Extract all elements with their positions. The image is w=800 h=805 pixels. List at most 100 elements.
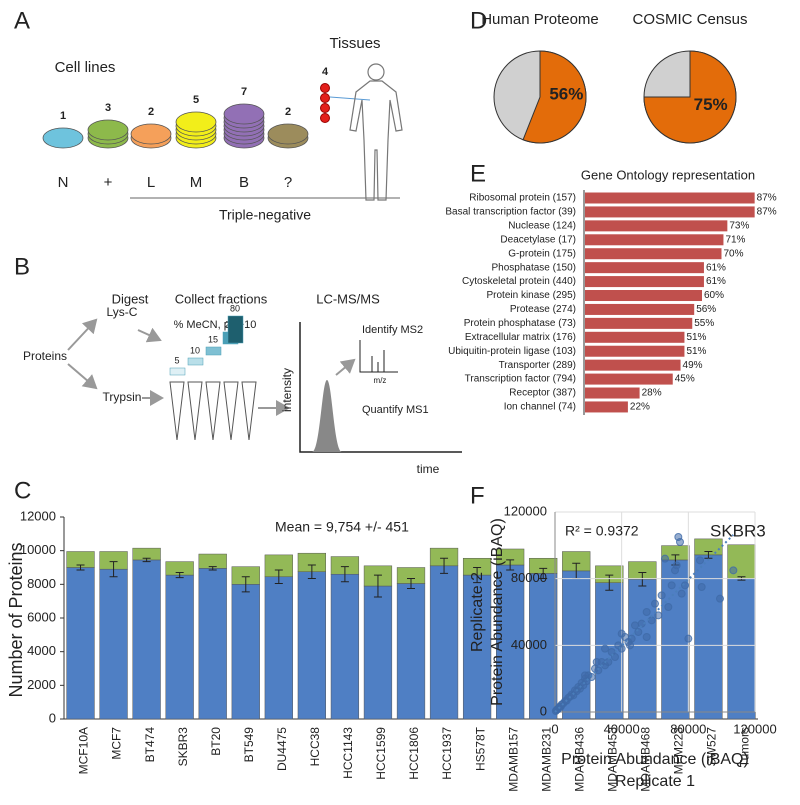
pie-value-label: 75% (694, 95, 728, 114)
point (592, 658, 601, 666)
bar (585, 401, 628, 413)
fraction-box (227, 315, 244, 344)
fraction-box (187, 357, 204, 366)
annotation: R² = 0.9372 (565, 523, 639, 539)
input-label: Proteins (23, 349, 67, 363)
y-tick-label: Cytoskeletal protein (440) (462, 276, 576, 287)
fraction-label: 10 (190, 345, 200, 355)
enzyme-label: Lys-C (107, 305, 138, 319)
cell-lines-title: Cell lines (55, 59, 116, 76)
point (642, 633, 651, 641)
y-axis-label: Protein Abundance (iBAQ) (489, 518, 506, 706)
bar (585, 206, 755, 218)
pie-title: Human Proteome (481, 11, 599, 28)
bar (585, 276, 704, 288)
bar-segment (429, 565, 459, 720)
x-tick-label: BT549 (242, 727, 256, 763)
annotation: SKBR3 (710, 521, 766, 540)
tissue-dot (320, 93, 330, 103)
x-tick-label: MCF10A (77, 727, 91, 774)
bracket-label: Triple-negative (219, 207, 311, 223)
y-tick-label: 0 (540, 703, 547, 718)
y-tick-label: Ubiquitin-protein ligase (103) (448, 346, 576, 357)
tissue-dot (320, 103, 330, 113)
value-label: 28% (642, 388, 662, 399)
pie-slice (643, 50, 737, 144)
bar-segment (132, 559, 161, 720)
error-bar (440, 557, 449, 574)
x-tick-label: 40000 (604, 721, 640, 736)
dish-label: M (190, 174, 203, 191)
fraction-note: % MeCN, pH~10 (174, 319, 257, 331)
point (627, 634, 636, 643)
dish-count: 5 (193, 94, 199, 106)
error-bar (307, 564, 316, 579)
point (697, 583, 706, 591)
y-tick-label: 2000 (27, 677, 56, 692)
error-bar (605, 574, 614, 591)
dish (42, 127, 84, 149)
y-tick-label: Ribosomal protein (157) (469, 193, 576, 204)
value-label: 56% (696, 304, 716, 315)
bar-segment (231, 584, 260, 720)
point (672, 561, 681, 570)
step-label: LC-MS/MS (316, 291, 380, 306)
x-tick-label: HCC1937 (440, 727, 454, 780)
x-tick-label: SKBR3 (176, 727, 190, 767)
bar (585, 345, 685, 357)
bar-segment (66, 567, 95, 720)
axis-label: m/z (374, 376, 387, 385)
x-tick-label: SW527 (705, 727, 719, 767)
x-tick-label: BT474 (143, 727, 157, 763)
dish-count: 7 (241, 86, 247, 98)
value-label: 60% (704, 290, 724, 301)
error-bar (208, 566, 217, 571)
x-tick-label: MDAMB157 (506, 727, 520, 792)
spectrum-axes (359, 340, 398, 373)
point (716, 594, 724, 603)
y-tick-label: G-protein (175) (508, 248, 576, 259)
quantify-label: Quantify MS1 (362, 404, 429, 416)
point (642, 608, 651, 616)
error-bar (539, 567, 548, 579)
bar (585, 248, 722, 260)
bar-segment (198, 568, 227, 720)
y-tick-label: 120000 (504, 503, 547, 518)
value-label: 45% (675, 374, 695, 385)
point (729, 566, 738, 575)
pie-value-label: 56% (549, 84, 583, 103)
value-label: 61% (706, 276, 726, 287)
bar (585, 192, 755, 204)
fraction-label: 5 (174, 355, 179, 365)
x-tick-label: HCC1806 (407, 727, 421, 780)
bar-segment (628, 579, 657, 720)
step-label: Collect fractions (175, 291, 268, 306)
panel-label: A (14, 7, 30, 34)
point (664, 603, 673, 611)
x-tick-label: HCC1599 (374, 727, 388, 780)
bar (585, 290, 702, 302)
bar-segment (297, 571, 326, 720)
x-tick-label: HCC38 (308, 727, 322, 767)
point (617, 629, 626, 638)
dish-count: 3 (105, 102, 111, 114)
identify-label: Identify MS2 (362, 324, 423, 336)
value-label: 70% (724, 248, 744, 259)
y-tick-label: Protein phosphatase (73) (464, 318, 576, 329)
y-tick-label: Transporter (289) (499, 360, 576, 371)
human-figure (349, 63, 403, 201)
fraction-label: 80 (230, 303, 240, 313)
bar-segment (264, 576, 293, 720)
dish (267, 123, 309, 145)
bar-segment (99, 568, 128, 720)
x-tick-label: MDAMB436 (572, 727, 586, 792)
y-axis-label: Number of Proteins (6, 542, 26, 697)
x-tick-label: Tumors (738, 727, 752, 767)
point (696, 556, 704, 565)
value-label: 51% (686, 346, 706, 357)
panel-label: F (470, 482, 485, 509)
point (634, 628, 643, 636)
bar (585, 262, 704, 274)
error-bar (76, 564, 85, 571)
error-bar (109, 561, 118, 578)
